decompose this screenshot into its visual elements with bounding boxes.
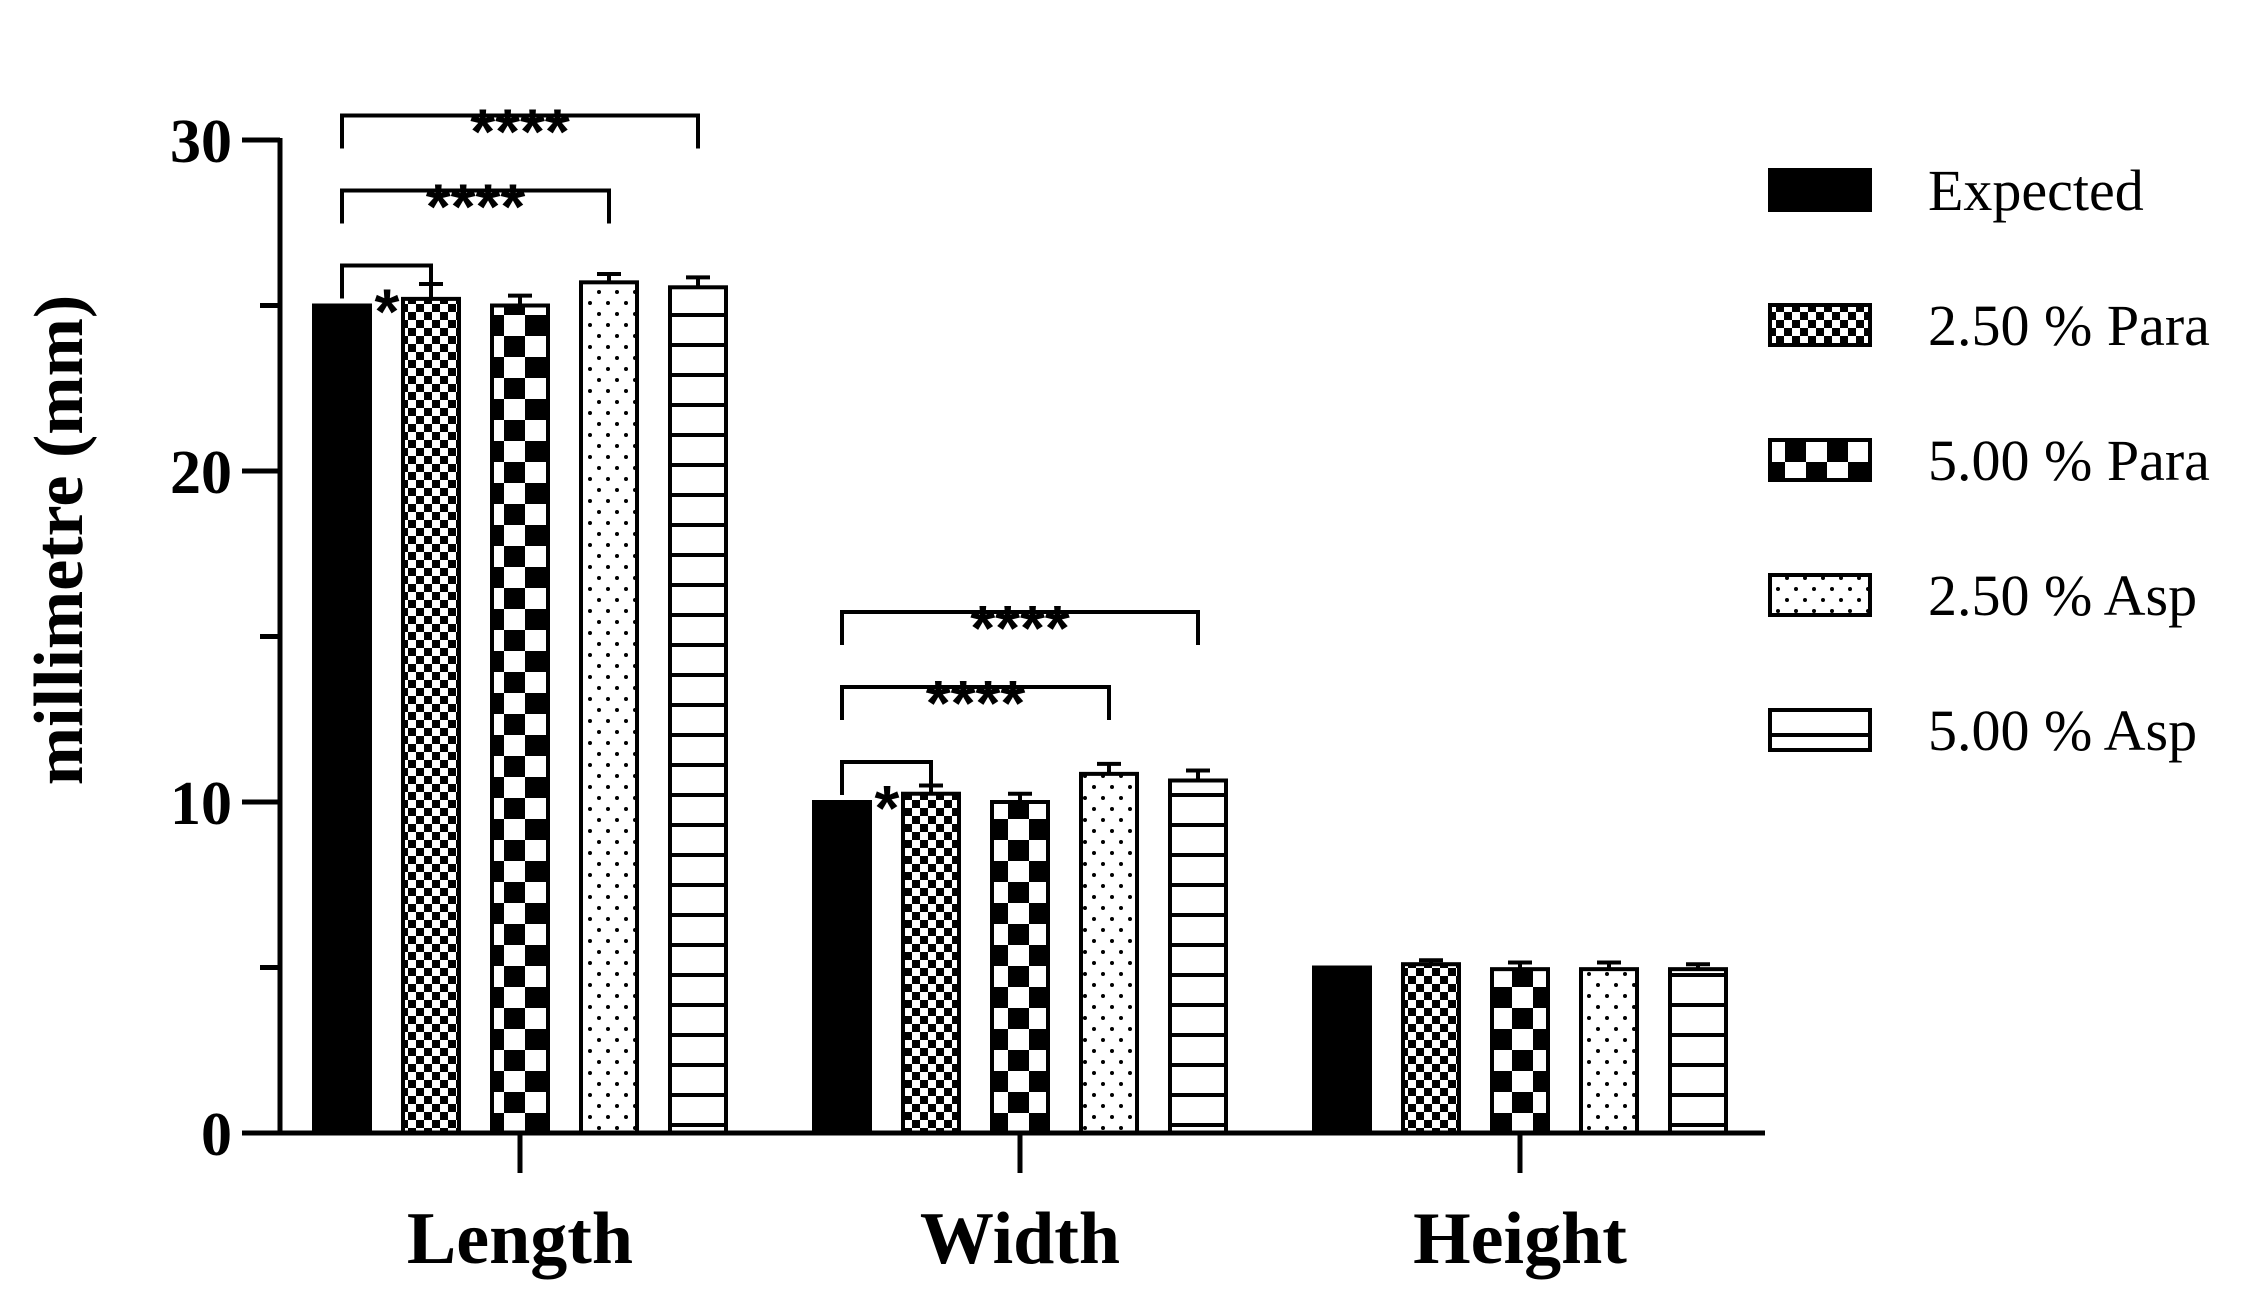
significance-brackets: ****************** xyxy=(340,96,1200,844)
error-bar-width-series-2 xyxy=(1008,791,1032,802)
significance-bracket xyxy=(840,610,1200,645)
x-tick-label-height: Height xyxy=(1413,1198,1627,1280)
legend-swatch-1 xyxy=(1768,303,1872,347)
error-bar-width-series-4 xyxy=(1186,768,1210,781)
error-bar-length-series-2 xyxy=(508,293,532,306)
bar-length-series-2 xyxy=(490,303,550,1135)
error-bar-width-series-3 xyxy=(1097,761,1121,774)
bar-length-series-0 xyxy=(312,303,372,1135)
x-tick-label-width: Width xyxy=(920,1198,1120,1280)
legend-swatch-0 xyxy=(1768,168,1872,212)
plot-area xyxy=(312,272,1728,1136)
error-bar-height-series-4 xyxy=(1686,962,1710,970)
bar-width-series-3 xyxy=(1079,771,1139,1135)
significance-bracket xyxy=(340,263,433,299)
bar-height-series-0 xyxy=(1312,965,1372,1135)
significance-label: **** xyxy=(470,96,570,168)
bar-length-series-4 xyxy=(668,285,728,1136)
legend-label-1: 2.50 % Para xyxy=(1928,293,2210,358)
significance-label: **** xyxy=(426,171,526,243)
significance-label: * xyxy=(375,276,400,348)
significance-bracket xyxy=(840,760,933,795)
y-tick-label: 20 xyxy=(170,439,232,507)
error-bar-length-series-4 xyxy=(686,275,710,288)
bar-width-series-2 xyxy=(990,800,1050,1135)
y-axis-label: millimetre (mm) xyxy=(21,295,98,785)
bar-height-series-2 xyxy=(1490,967,1550,1136)
bar-length-series-1 xyxy=(401,296,461,1135)
significance-bracket xyxy=(340,188,611,224)
legend-label-0: Expected xyxy=(1928,158,2144,223)
significance-label: **** xyxy=(926,667,1026,739)
y-tick-label: 10 xyxy=(170,770,232,838)
error-bar-height-series-3 xyxy=(1597,960,1621,970)
legend-swatch-3 xyxy=(1768,573,1872,617)
bar-width-series-0 xyxy=(812,800,872,1135)
legend-label-2: 5.00 % Para xyxy=(1928,428,2210,493)
y-tick-label: 0 xyxy=(201,1101,232,1169)
significance-bracket xyxy=(840,685,1111,720)
significance-bracket xyxy=(340,113,700,149)
bar-height-series-1 xyxy=(1401,962,1461,1135)
error-bar-length-series-3 xyxy=(597,272,621,283)
bar-height-series-4 xyxy=(1668,967,1728,1136)
legend-label-4: 5.00 % Asp xyxy=(1928,698,2197,763)
legend-swatch-4 xyxy=(1768,708,1872,752)
legend-swatch-2 xyxy=(1768,438,1872,482)
bar-width-series-4 xyxy=(1168,778,1228,1135)
legend: Expected 2.50 % Para 5.00 % Para 2.50 % Asp… xyxy=(1768,158,2210,763)
y-tick-label: 30 xyxy=(170,108,232,176)
bar-length-series-3 xyxy=(579,280,639,1135)
bar-height-series-3 xyxy=(1579,967,1639,1136)
x-tick-label-length: Length xyxy=(407,1198,633,1280)
error-bar-height-series-1 xyxy=(1419,958,1443,965)
significance-label: **** xyxy=(970,592,1070,664)
legend-label-3: 2.50 % Asp xyxy=(1928,563,2197,628)
axes: 0 10 20 30 Length Width Height xyxy=(170,108,1765,1280)
significance-label: * xyxy=(875,772,900,844)
error-bar-height-series-2 xyxy=(1508,960,1532,970)
bar-width-series-1 xyxy=(901,791,961,1135)
